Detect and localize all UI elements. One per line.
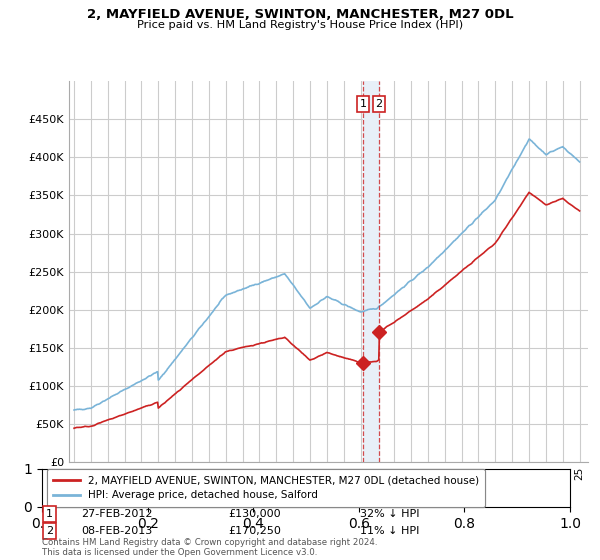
Text: 08-FEB-2013: 08-FEB-2013	[81, 526, 152, 536]
Text: 2, MAYFIELD AVENUE, SWINTON, MANCHESTER, M27 0DL: 2, MAYFIELD AVENUE, SWINTON, MANCHESTER,…	[86, 8, 514, 21]
Bar	[363, 81, 379, 462]
Text: Contains HM Land Registry data © Crown copyright and database right 2024.
This d: Contains HM Land Registry data © Crown c…	[42, 538, 377, 557]
Text: £170,250: £170,250	[228, 526, 281, 536]
Text: 1: 1	[359, 99, 367, 109]
Text: 27-FEB-2012: 27-FEB-2012	[81, 509, 152, 519]
Text: 2: 2	[46, 526, 53, 536]
Text: 1: 1	[46, 509, 53, 519]
Text: 2: 2	[376, 99, 383, 109]
Text: 32% ↓ HPI: 32% ↓ HPI	[360, 509, 419, 519]
Text: £130,000: £130,000	[228, 509, 281, 519]
Legend: 2, MAYFIELD AVENUE, SWINTON, MANCHESTER, M27 0DL (detached house), HPI: Average : 2, MAYFIELD AVENUE, SWINTON, MANCHESTER,…	[47, 469, 485, 507]
Text: Price paid vs. HM Land Registry's House Price Index (HPI): Price paid vs. HM Land Registry's House …	[137, 20, 463, 30]
Text: 11% ↓ HPI: 11% ↓ HPI	[360, 526, 419, 536]
